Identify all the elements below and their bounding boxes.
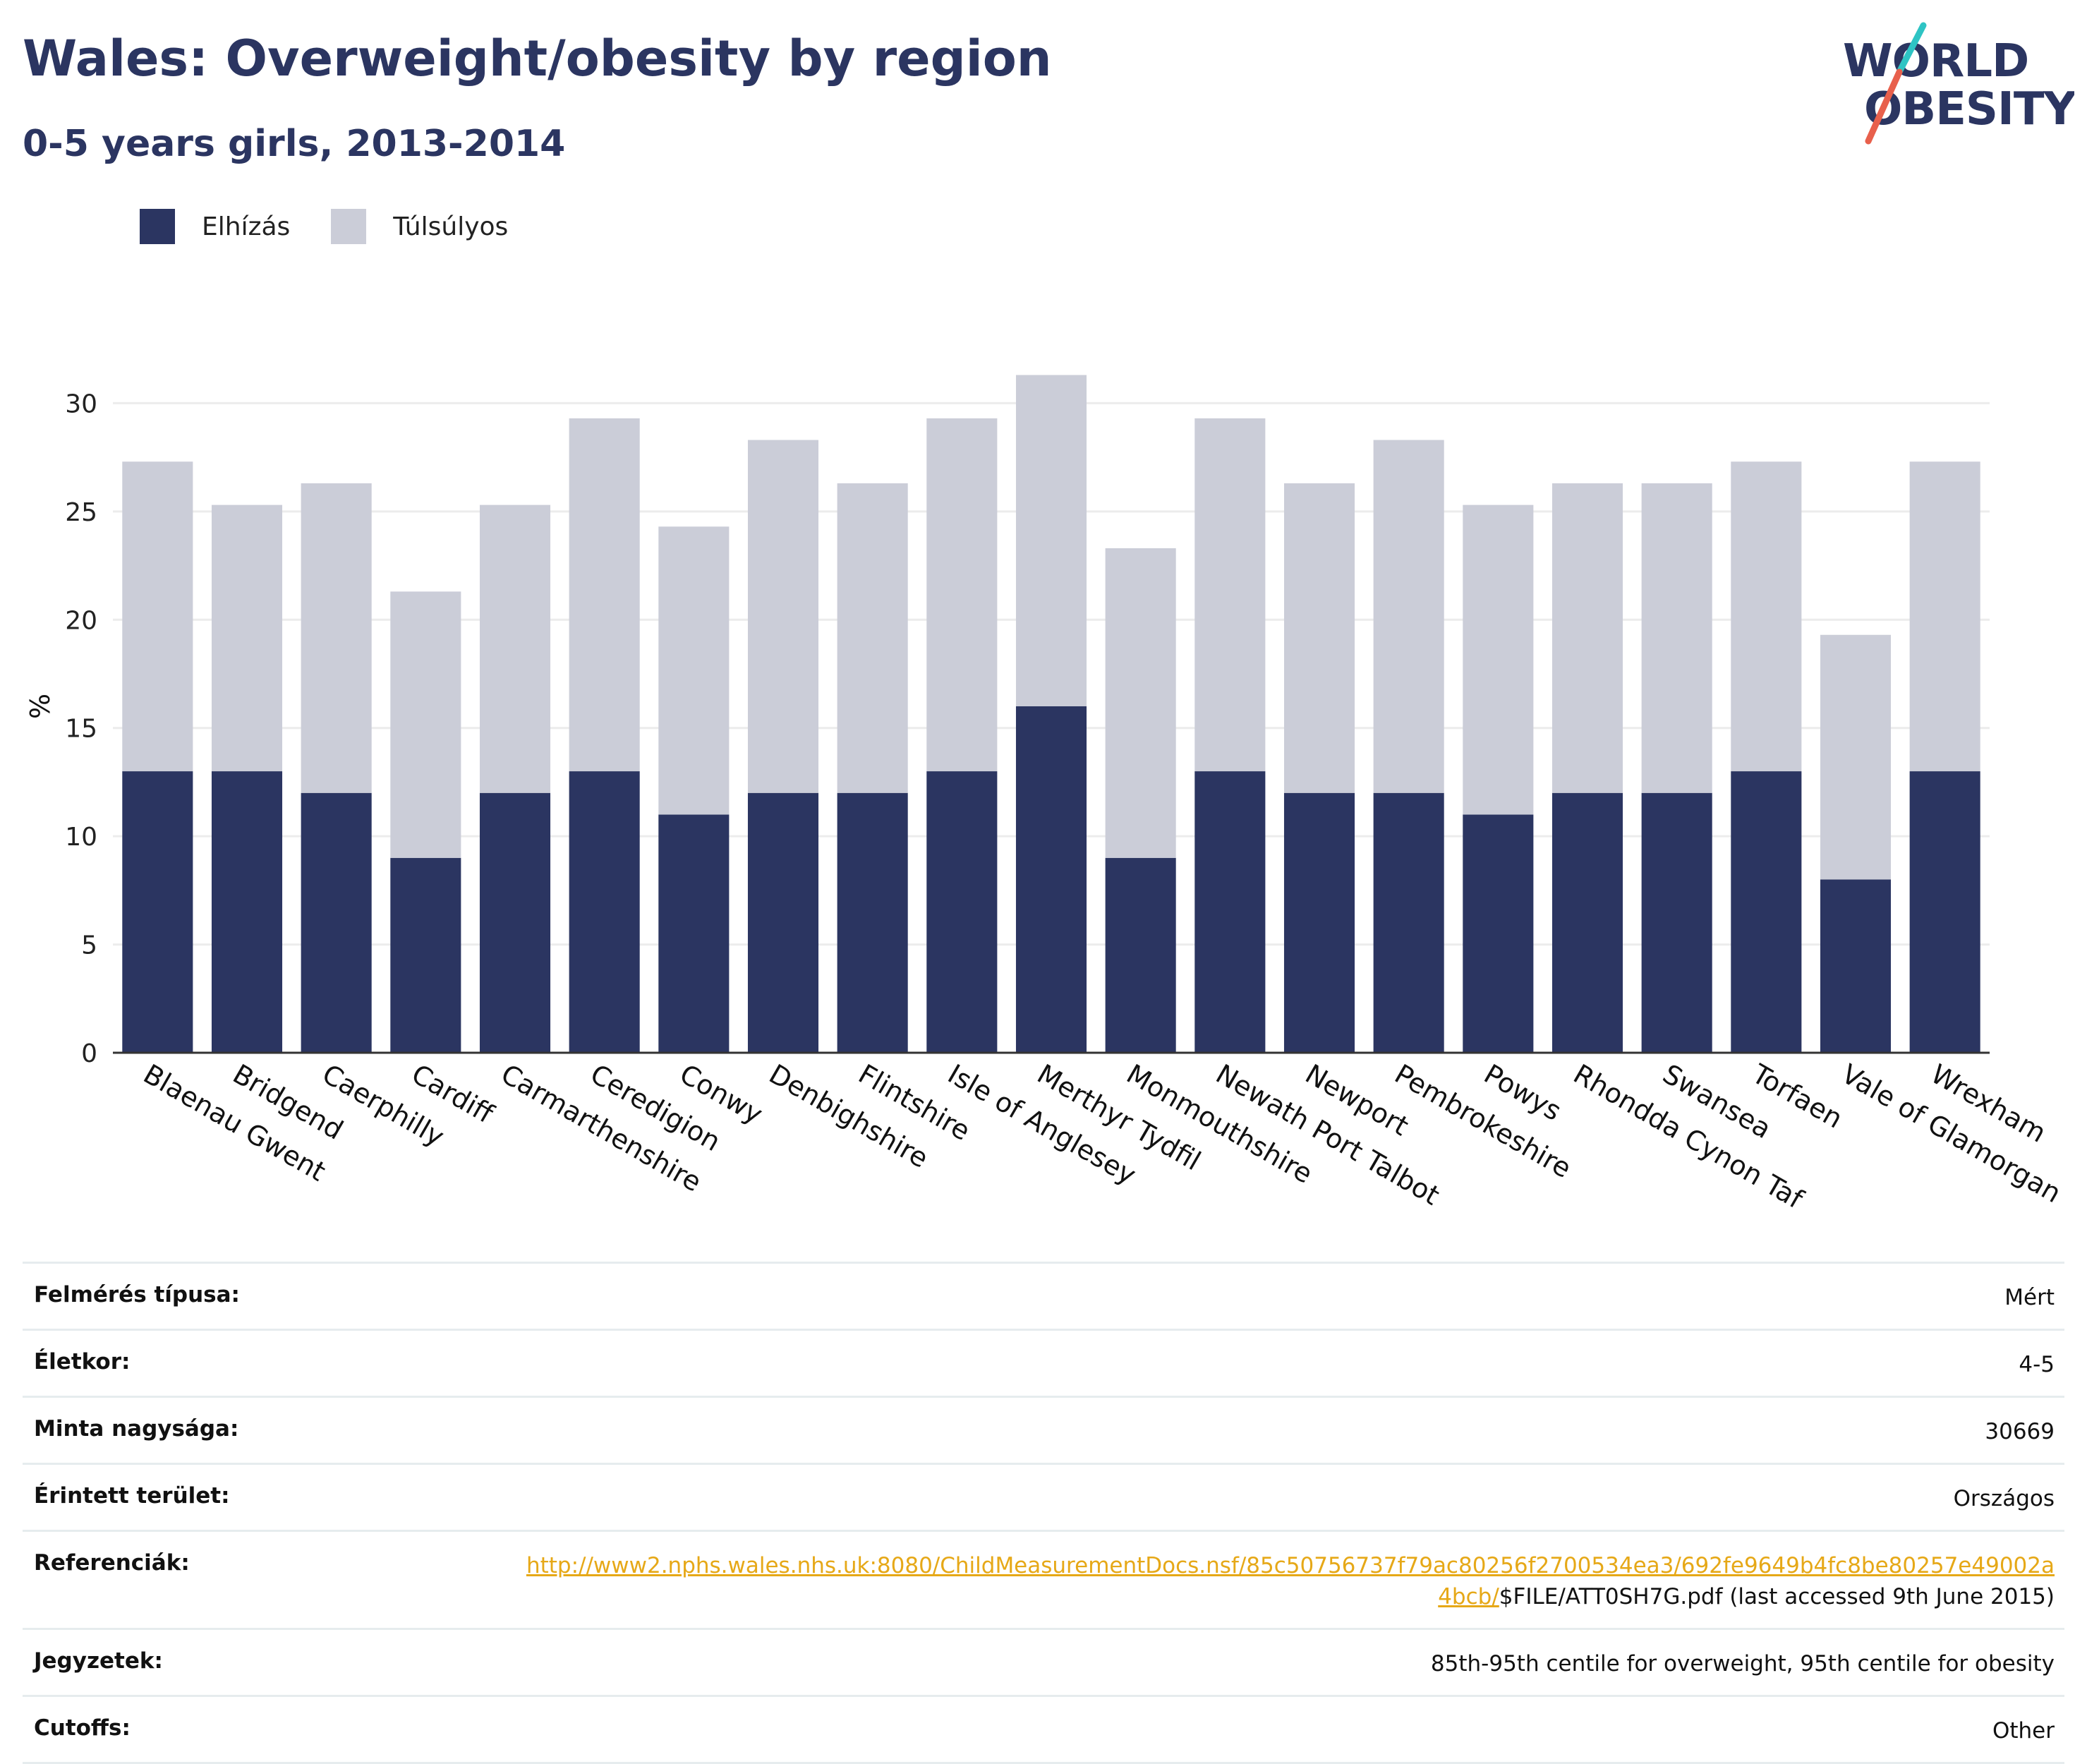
bar-overweight xyxy=(211,505,283,772)
chart-subtitle: 0-5 years girls, 2013-2014 xyxy=(23,123,566,165)
bar-obesity xyxy=(1105,857,1176,1053)
legend-swatch-obesity xyxy=(140,209,175,244)
logo-line1: WORLD xyxy=(1843,35,2028,87)
info-value: Országos xyxy=(1953,1486,2055,1511)
bar-obesity xyxy=(837,792,908,1053)
info-label: Életkor: xyxy=(34,1349,131,1375)
bar-obesity xyxy=(301,792,372,1053)
info-label: Referenciák: xyxy=(34,1550,190,1576)
info-row-notes: Jegyzetek: 85th-95th centile for overwei… xyxy=(23,1628,2064,1695)
bar-obesity xyxy=(747,792,819,1053)
info-label: Minta nagysága: xyxy=(34,1416,239,1442)
info-value: 30669 xyxy=(1985,1419,2055,1444)
bar-obesity xyxy=(1820,879,1892,1053)
world-obesity-logo[interactable]: WORLD OBESITY xyxy=(1834,14,2077,155)
bar-overweight xyxy=(1463,505,1534,815)
bar-obesity xyxy=(1551,792,1623,1053)
bar-overweight xyxy=(1909,461,1980,772)
bar-overweight xyxy=(1105,548,1176,858)
info-value: Mért xyxy=(2004,1285,2055,1310)
bar-obesity xyxy=(1373,792,1444,1053)
bar-overweight xyxy=(1015,375,1087,706)
bar-obesity xyxy=(1641,792,1712,1053)
legend-label-overweight: Túlsúlyos xyxy=(393,212,509,241)
bar-obesity xyxy=(926,771,998,1053)
bar-obesity xyxy=(211,771,283,1053)
bar-obesity xyxy=(1731,771,1802,1053)
bar-obesity xyxy=(479,792,551,1053)
bar-overweight xyxy=(1820,634,1892,880)
bar-obesity xyxy=(390,857,461,1053)
y-axis-label: % xyxy=(25,694,56,719)
bar-obesity xyxy=(658,814,730,1053)
bar-overweight xyxy=(1641,483,1712,793)
y-tick-label: 10 xyxy=(65,823,97,852)
bar-overweight xyxy=(926,418,998,772)
bar-obesity xyxy=(1283,792,1355,1053)
bar-overweight xyxy=(1373,440,1444,793)
bar-overweight xyxy=(122,461,193,772)
info-value: 85th-95th centile for overweight, 95th c… xyxy=(1430,1651,2055,1677)
info-row-sample-size: Minta nagysága: 30669 xyxy=(23,1396,2064,1463)
y-tick-label: 5 xyxy=(81,931,97,960)
bar-obesity xyxy=(1194,771,1266,1053)
logo-line2: OBESITY xyxy=(1864,83,2074,135)
info-row-references: Referenciák: http://www2.nphs.wales.nhs.… xyxy=(23,1530,2064,1628)
bar-overweight xyxy=(1731,461,1802,772)
reference-suffix: $FILE/ATT0SH7G.pdf (last accessed 9th Ju… xyxy=(1499,1584,2055,1609)
y-tick-label: 30 xyxy=(65,389,97,418)
reference-link[interactable]: http://www2.nphs.wales.nhs.uk:8080/Child… xyxy=(526,1553,2055,1609)
info-row-cutoffs: Cutoffs: Other xyxy=(23,1695,2064,1764)
info-row-survey-type: Felmérés típusa: Mért xyxy=(23,1262,2064,1329)
logo-slash-top xyxy=(1896,22,1927,75)
info-label: Felmérés típusa: xyxy=(34,1282,240,1307)
bar-obesity xyxy=(1463,814,1534,1053)
y-tick-label: 25 xyxy=(65,498,97,527)
bar-overweight xyxy=(390,591,461,858)
bar-obesity xyxy=(122,771,193,1053)
info-row-age: Életkor: 4-5 xyxy=(23,1329,2064,1396)
bar-overweight xyxy=(1551,483,1623,793)
info-label: Cutoffs: xyxy=(34,1715,131,1741)
info-value: 4-5 xyxy=(2019,1352,2055,1377)
bar-overweight xyxy=(747,440,819,793)
chart-legend: Elhízás Túlsúlyos xyxy=(140,209,549,244)
y-tick-label: 20 xyxy=(65,606,97,635)
info-row-area: Érintett terület: Országos xyxy=(23,1463,2064,1530)
bar-overweight xyxy=(837,483,908,793)
bar-overweight xyxy=(1194,418,1266,772)
info-label: Érintett terület: xyxy=(34,1483,230,1509)
legend-swatch-overweight xyxy=(331,209,367,244)
bar-overweight xyxy=(1283,483,1355,793)
bar-overweight xyxy=(479,505,551,793)
bar-overweight xyxy=(301,483,372,793)
info-label: Jegyzetek: xyxy=(34,1648,163,1674)
info-value: Other xyxy=(1992,1718,2055,1744)
chart-title: Wales: Overweight/obesity by region xyxy=(23,30,1052,87)
logo-graphic: WORLD OBESITY xyxy=(1843,22,2077,145)
y-tick-label: 0 xyxy=(81,1039,97,1068)
logo-slash-bottom xyxy=(1865,68,1903,145)
legend-item-obesity[interactable]: Elhízás xyxy=(140,209,290,244)
info-value-reference: http://www2.nphs.wales.nhs.uk:8080/Child… xyxy=(516,1550,2055,1612)
legend-label-obesity: Elhízás xyxy=(202,212,291,241)
bar-overweight xyxy=(569,418,640,772)
legend-item-overweight[interactable]: Túlsúlyos xyxy=(331,209,508,244)
y-tick-label: 15 xyxy=(65,715,97,744)
bar-obesity xyxy=(1015,706,1087,1053)
bar-obesity xyxy=(1909,771,1980,1053)
bar-obesity xyxy=(569,771,640,1053)
info-table: Felmérés típusa: Mért Életkor: 4-5 Minta… xyxy=(23,1262,2064,1764)
bar-overweight xyxy=(658,526,730,815)
